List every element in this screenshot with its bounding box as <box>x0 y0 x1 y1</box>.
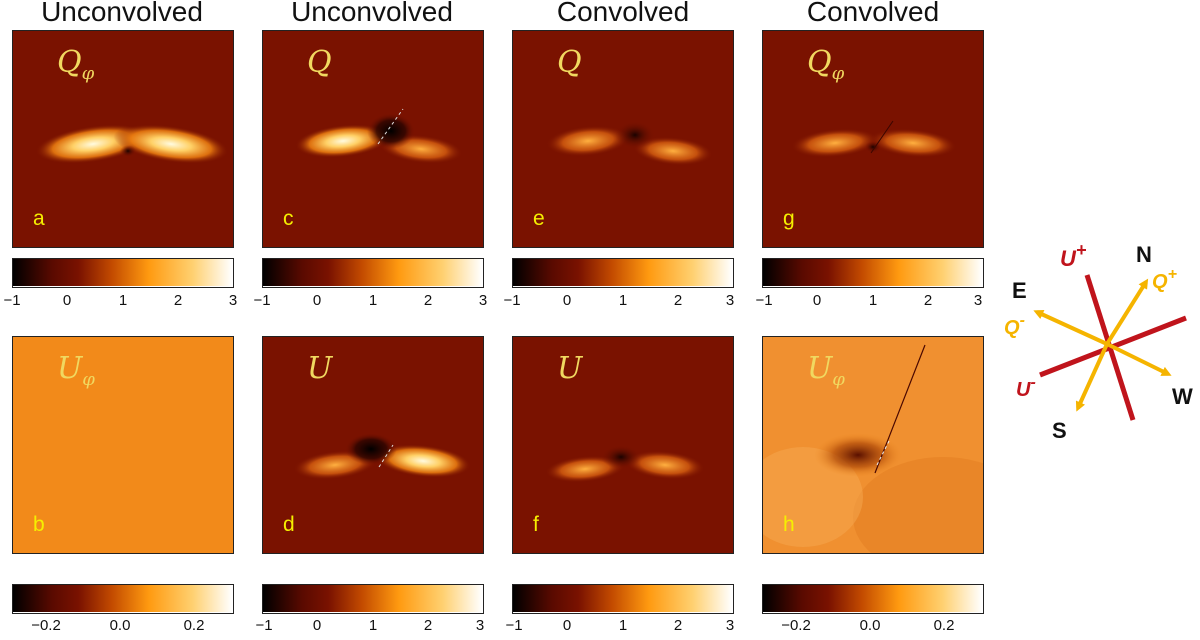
tick-label: 3 <box>475 617 485 634</box>
panel-e-letter: e <box>533 207 545 230</box>
label-u-plus: U+ <box>1060 240 1087 271</box>
q-plus-arrow <box>1105 278 1149 346</box>
tick-label: 0.2 <box>183 617 205 634</box>
panel-g: Qφ g <box>762 30 984 248</box>
label-q-plus: Q+ <box>1152 266 1177 293</box>
tick-label: 1 <box>368 292 378 309</box>
panel-f: U f <box>512 336 734 554</box>
q-minus-arrow <box>1033 309 1108 346</box>
colorbar-f <box>512 584 734 614</box>
panel-b-quantity: Uφ <box>57 351 95 390</box>
label-u-minus: U- <box>1016 374 1036 401</box>
panel-h: Uφ h <box>762 336 984 554</box>
panel-f-letter: f <box>533 513 539 536</box>
panel-b-letter: b <box>33 513 45 536</box>
panel-c-quantity: Q <box>307 45 332 80</box>
panel-f-quantity: U <box>557 351 583 386</box>
tick-label: 2 <box>673 292 683 309</box>
panel-a-letter: a <box>33 207 45 230</box>
label-south: S <box>1052 418 1067 443</box>
column-title-2: Unconvolved <box>291 0 453 27</box>
panel-c: Q c <box>262 30 484 248</box>
s-arrow <box>1075 343 1109 412</box>
tick-label: 0.0 <box>109 617 131 634</box>
panel-e: Q e <box>512 30 734 248</box>
tick-label: 3 <box>725 617 735 634</box>
panel-e-quantity: Q <box>557 45 582 80</box>
panel-b: Uφ b <box>12 336 234 554</box>
tick-label: 0.0 <box>859 617 881 634</box>
tick-label: 1 <box>118 292 128 309</box>
panel-h-quantity: Uφ <box>807 351 845 390</box>
tick-label: −0.2 <box>781 617 811 634</box>
colorbar-h <box>762 584 984 614</box>
tick-label: 3 <box>973 292 983 309</box>
tick-label: 3 <box>228 292 238 309</box>
tick-label: 2 <box>423 617 433 634</box>
tick-label: 3 <box>478 292 488 309</box>
label-west: W <box>1172 384 1193 409</box>
panel-g-letter: g <box>783 207 795 230</box>
tick-label: 3 <box>725 292 735 309</box>
panel-d-quantity: U <box>307 351 333 386</box>
tick-label: 1 <box>618 617 628 634</box>
orientation-compass: N E W S U+ Q+ Q- U- <box>1004 240 1193 443</box>
tick-label: 2 <box>923 292 933 309</box>
tick-label: 1 <box>618 292 628 309</box>
tick-label: 0 <box>62 292 72 309</box>
tick-label: 2 <box>673 617 683 634</box>
tick-label: −1 <box>255 617 273 634</box>
colorbar-a <box>12 258 234 288</box>
tick-label: −1 <box>3 292 21 309</box>
tick-label: 2 <box>173 292 183 309</box>
tick-label: 0 <box>312 292 322 309</box>
tick-label: −1 <box>253 292 271 309</box>
colorbar-g <box>762 258 984 288</box>
panel-g-quantity: Qφ <box>807 45 845 84</box>
panel-a: Qφ a <box>12 30 234 248</box>
panel-h-letter: h <box>783 513 795 536</box>
colorbar-b <box>12 584 234 614</box>
tick-label: 0 <box>312 617 322 634</box>
tick-label: 0 <box>562 292 572 309</box>
tick-label: 1 <box>368 617 378 634</box>
column-title-4: Convolved <box>806 0 940 27</box>
colorbar-e <box>512 258 734 288</box>
tick-label: −0.2 <box>31 617 61 634</box>
panel-c-letter: c <box>283 207 294 230</box>
tick-label: 0.2 <box>933 617 955 634</box>
column-title-3: Convolved <box>556 0 690 27</box>
panel-d-letter: d <box>283 513 295 536</box>
tick-label: 1 <box>868 292 878 309</box>
tick-label: 0 <box>812 292 822 309</box>
tick-label: −1 <box>503 292 521 309</box>
tick-label: 0 <box>562 617 572 634</box>
tick-label: −1 <box>505 617 523 634</box>
colorbar-d <box>262 584 484 614</box>
panel-a-quantity: Qφ <box>57 45 95 84</box>
label-north: N <box>1136 242 1152 267</box>
column-title-1: Unconvolved <box>41 0 203 27</box>
panel-d: U d <box>262 336 484 554</box>
label-q-minus: Q- <box>1004 312 1025 339</box>
label-east: E <box>1012 278 1027 303</box>
tick-label: 2 <box>423 292 433 309</box>
tick-label: −1 <box>755 292 773 309</box>
colorbar-c <box>262 258 484 288</box>
w-arrow <box>1106 342 1172 376</box>
